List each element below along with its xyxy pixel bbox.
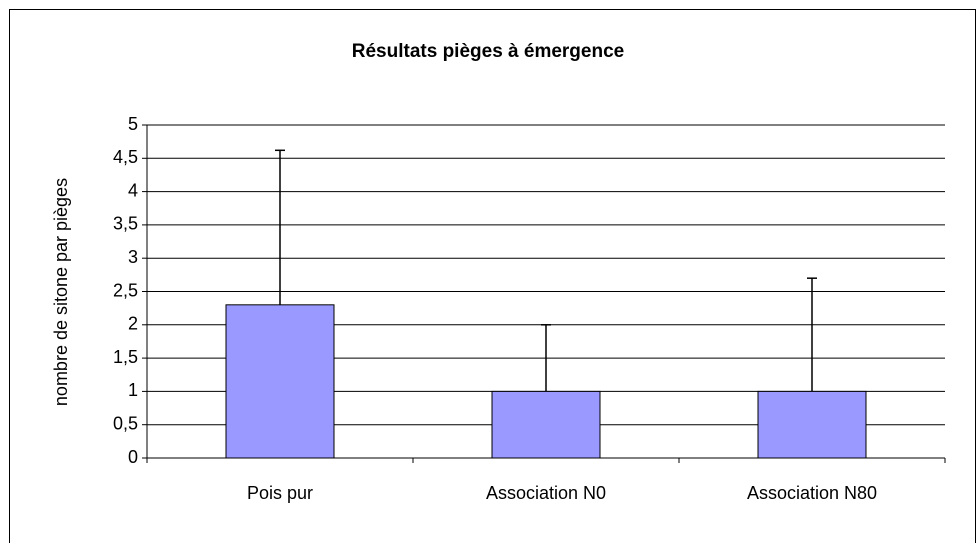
y-tick-label: 4 xyxy=(128,180,138,200)
y-tick-label: 1 xyxy=(128,380,138,400)
bar xyxy=(757,390,867,459)
y-tick-label: 1,5 xyxy=(113,347,138,367)
y-axis-label: nombre de sitone par pièges xyxy=(51,178,71,406)
chart-border xyxy=(9,9,976,543)
y-tick-label: 2 xyxy=(128,314,138,334)
y-tick-label: 0 xyxy=(128,447,138,467)
y-tick-label: 0,5 xyxy=(113,413,138,433)
bar xyxy=(225,304,335,459)
y-tick-label: 4,5 xyxy=(113,147,138,167)
y-tick-label: 2,5 xyxy=(113,280,138,300)
y-tick-label: 3,5 xyxy=(113,214,138,234)
x-tick-label: Association N0 xyxy=(486,483,606,503)
x-tick-label: Pois pur xyxy=(247,483,313,503)
x-tick-label: Association N80 xyxy=(747,483,877,503)
y-tick-label: 3 xyxy=(128,247,138,267)
chart-title: Résultats pièges à émergence xyxy=(352,41,624,62)
bar xyxy=(491,390,601,459)
y-tick-label: 5 xyxy=(128,114,138,134)
